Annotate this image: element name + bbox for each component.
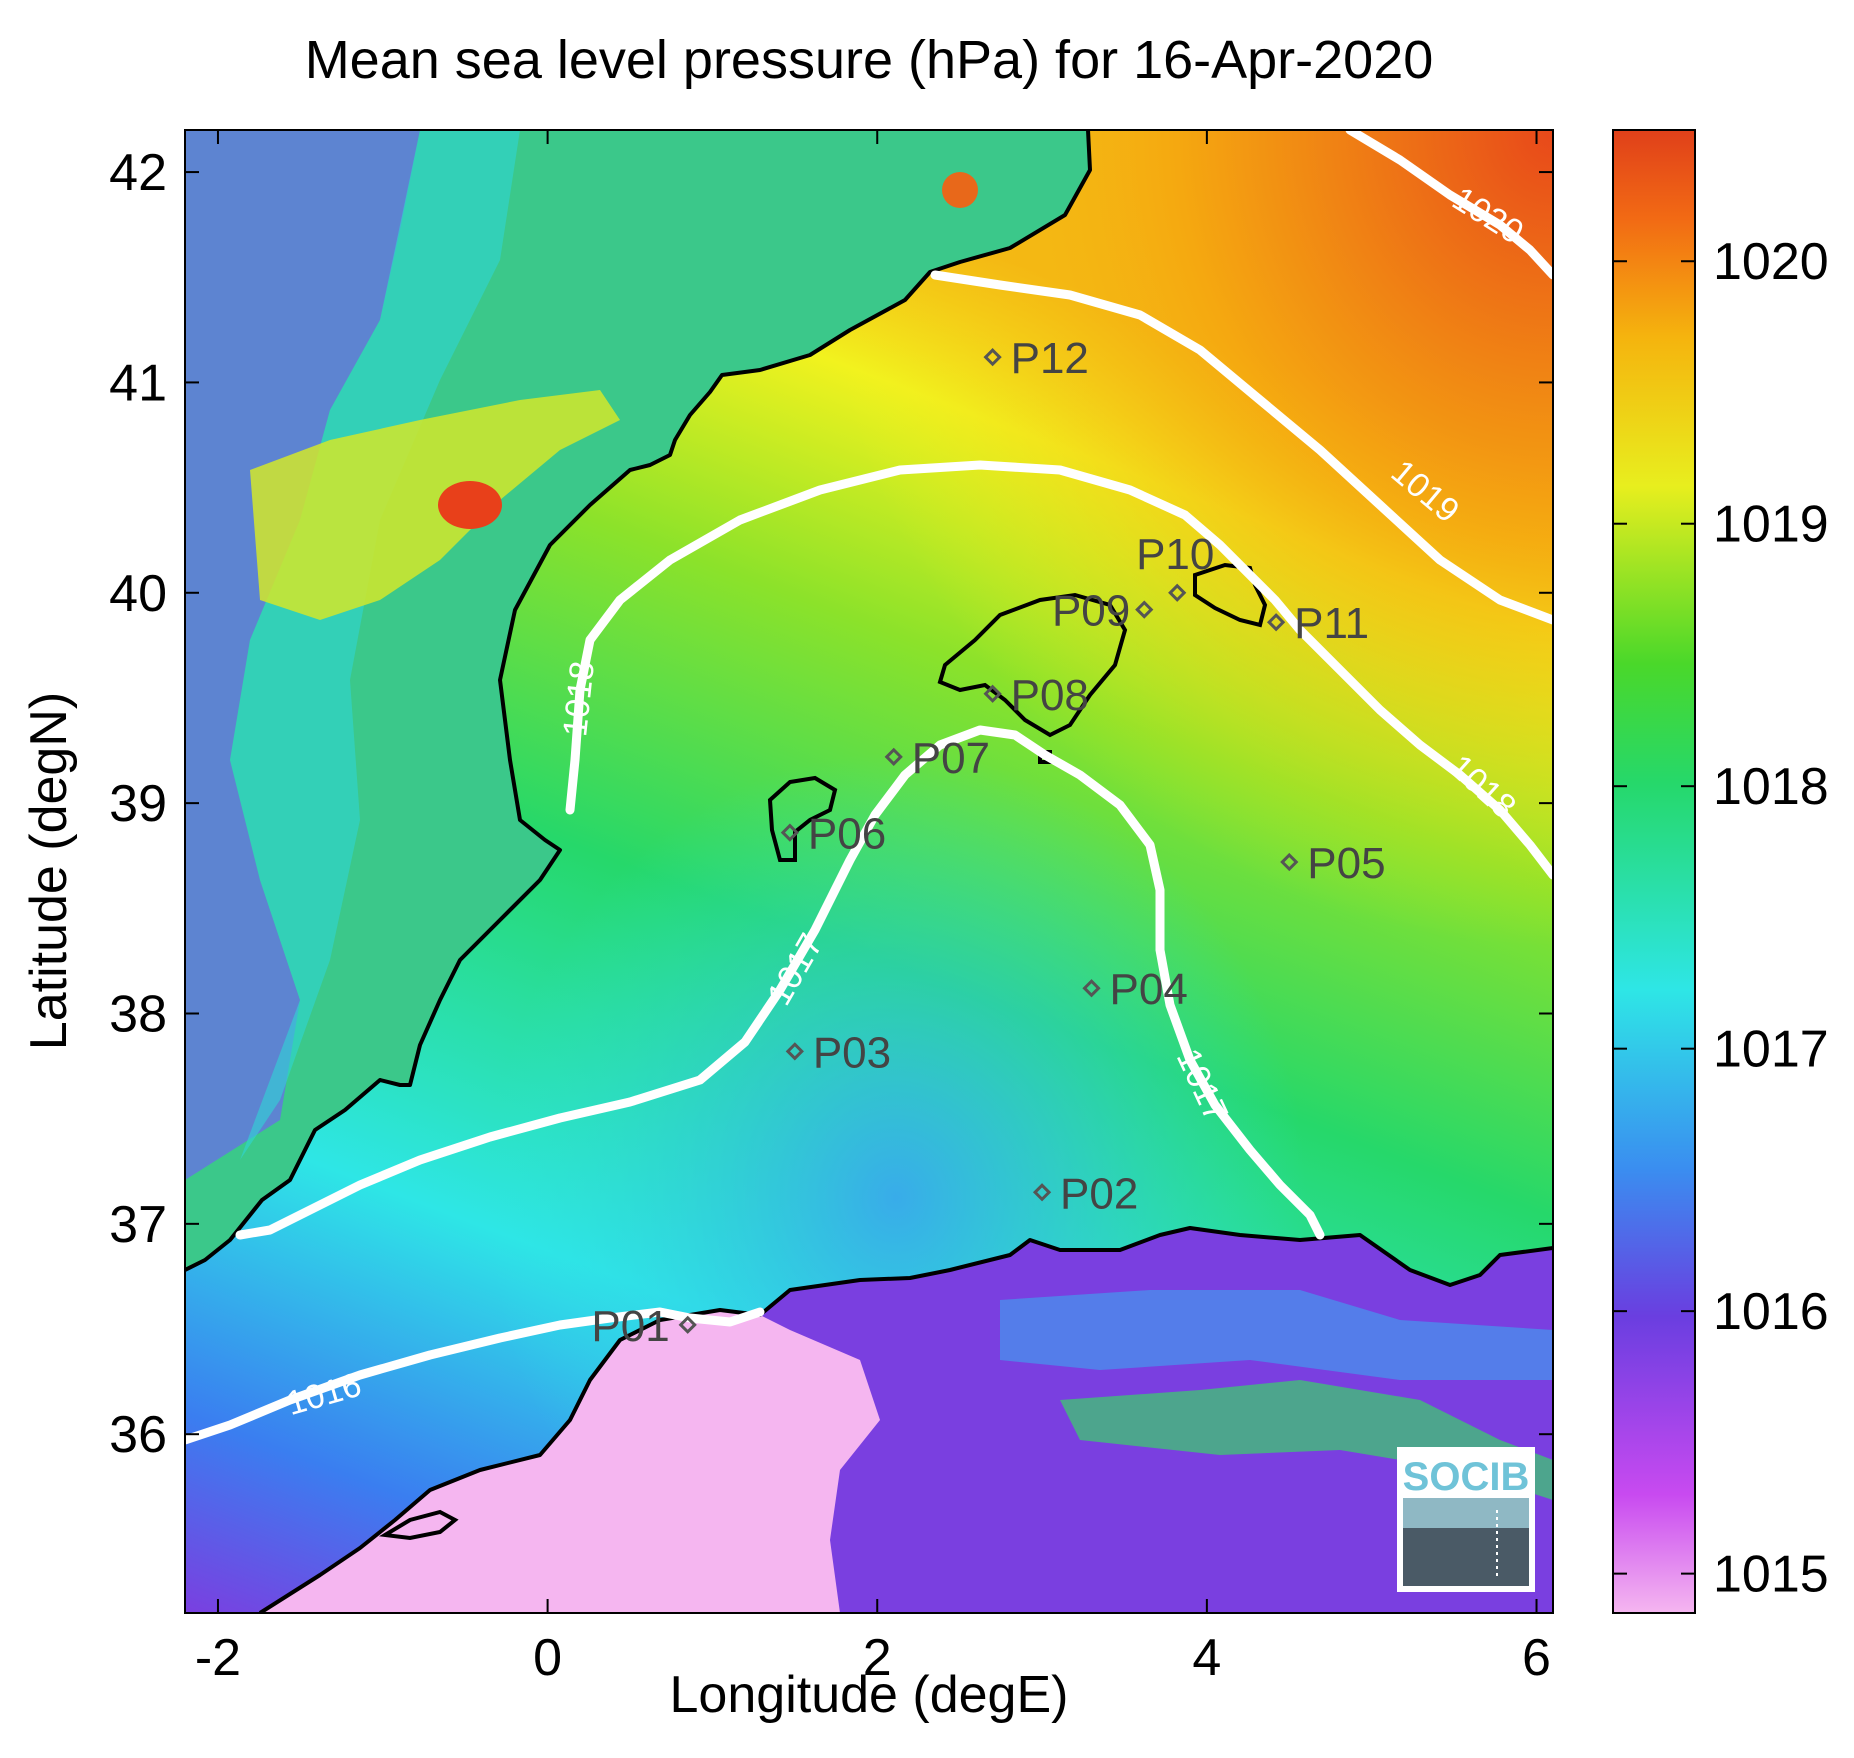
x-axis-ticks: -2 0 2 4 6 bbox=[195, 130, 1551, 1687]
station-label-p06: P06 bbox=[808, 810, 886, 859]
iberia-coastline bbox=[185, 130, 1092, 1272]
x-tick-label: 4 bbox=[1192, 1629, 1221, 1687]
africa-green-band bbox=[1060, 1380, 1553, 1500]
station-label-p07: P07 bbox=[912, 734, 990, 783]
y-axis-ticks: 36 37 38 39 40 41 42 bbox=[109, 144, 1553, 1464]
station-label-p12: P12 bbox=[1011, 334, 1089, 383]
station-label-p03: P03 bbox=[813, 1028, 891, 1077]
station-label-p09: P09 bbox=[1052, 587, 1130, 636]
station-label-p01: P01 bbox=[591, 1302, 669, 1351]
alboran-island-outline bbox=[378, 1509, 459, 1541]
station-marker-p08 bbox=[983, 684, 1002, 703]
station-marker-p06 bbox=[780, 823, 800, 842]
plot-frame bbox=[184, 129, 1554, 1614]
colorbar-tick-label: 1016 bbox=[1713, 1283, 1829, 1341]
station-marker-p03 bbox=[785, 1042, 804, 1061]
station-label-p02: P02 bbox=[1060, 1169, 1138, 1218]
contour-1017 bbox=[235, 725, 1325, 1240]
iberia-interior-cyan bbox=[230, 130, 520, 1160]
contour-1020 bbox=[1345, 130, 1553, 280]
y-tick-label: 36 bbox=[109, 1406, 167, 1464]
iberia-orange-spot bbox=[942, 172, 978, 208]
socib-logo: SOCIB bbox=[1397, 1447, 1535, 1592]
x-tick-label: 2 bbox=[863, 1629, 892, 1687]
logo-text: SOCIB bbox=[1403, 1455, 1530, 1499]
africa-cyan-band bbox=[1000, 1290, 1553, 1380]
colorbar bbox=[1612, 129, 1696, 1614]
x-axis-label: Longitude (degE) bbox=[670, 1666, 1069, 1724]
station-marker-p09 bbox=[1135, 600, 1154, 619]
contour-1019 bbox=[930, 270, 1553, 625]
colorbar-tick-label: 1017 bbox=[1713, 1021, 1829, 1079]
station-marker-p04 bbox=[1082, 979, 1101, 998]
chart-title: Mean sea level pressure (hPa) for 16-Apr… bbox=[305, 30, 1434, 90]
contour-1016 bbox=[185, 1307, 765, 1445]
y-tick-label: 40 bbox=[109, 565, 167, 623]
iberia-red-spot bbox=[438, 481, 502, 529]
station-label-p05: P05 bbox=[1307, 839, 1385, 888]
colorbar-tick-label: 1020 bbox=[1713, 233, 1829, 291]
colorbar-tick-label: 1019 bbox=[1713, 496, 1829, 554]
station-marker-p07 bbox=[884, 747, 903, 766]
map-plot-area: 1016 1017 1017 1018 1018 1019 1020 P01P0… bbox=[185, 130, 1553, 1613]
colorbar-tick-label: 1015 bbox=[1713, 1546, 1829, 1604]
africa-coastline bbox=[258, 1226, 1553, 1613]
y-tick-label: 37 bbox=[109, 1196, 167, 1254]
mallorca-outline bbox=[937, 592, 1128, 738]
y-tick-label: 41 bbox=[109, 354, 167, 412]
station-marker-p11 bbox=[1266, 613, 1286, 632]
station-label-p08: P08 bbox=[1011, 671, 1089, 720]
station-label-p04: P04 bbox=[1110, 965, 1188, 1014]
x-tick-label: 6 bbox=[1522, 1629, 1551, 1687]
contour-1018 bbox=[565, 460, 1553, 880]
iberia-interior-purple bbox=[185, 130, 420, 1180]
contour-label-1018-west: 1018 bbox=[556, 659, 602, 738]
iberia-yellow-highlands bbox=[250, 390, 620, 620]
x-tick-label: 0 bbox=[533, 1629, 562, 1687]
y-tick-label: 42 bbox=[109, 144, 167, 202]
station-label-p10: P10 bbox=[1136, 530, 1214, 579]
station-marker-p02 bbox=[1032, 1183, 1052, 1202]
station-marker-p05 bbox=[1280, 852, 1299, 872]
y-tick-label: 39 bbox=[109, 775, 167, 833]
station-marker-p10 bbox=[1168, 583, 1187, 602]
x-tick-label: -2 bbox=[195, 1629, 241, 1687]
y-tick-label: 38 bbox=[109, 985, 167, 1043]
colorbar-tick-label: 1018 bbox=[1713, 758, 1829, 816]
colorbar-ticks: 1015 1016 1017 1018 1019 1020 bbox=[1613, 233, 1829, 1604]
station-marker-p01 bbox=[678, 1315, 697, 1334]
y-axis-label: Latitude (degN) bbox=[20, 692, 78, 1050]
ibiza-outline bbox=[767, 775, 838, 862]
station-label-p11: P11 bbox=[1294, 599, 1369, 648]
station-marker-p12 bbox=[983, 348, 1002, 367]
